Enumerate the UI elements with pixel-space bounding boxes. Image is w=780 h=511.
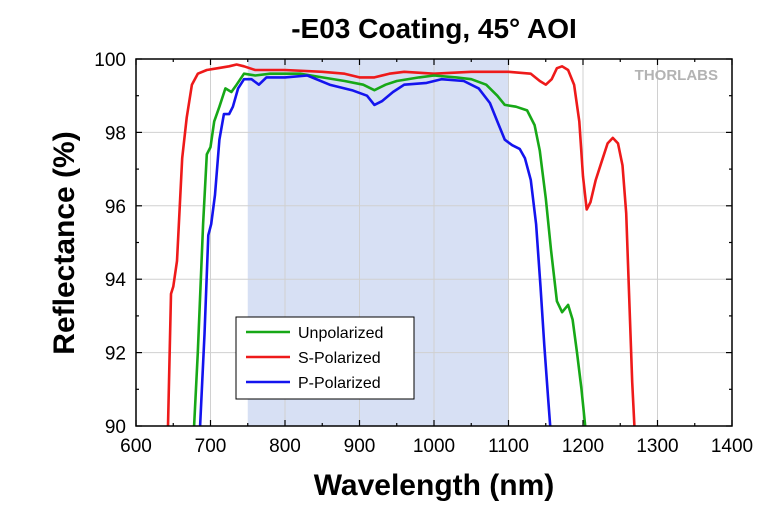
x-tick-label: 1300 <box>636 436 678 457</box>
axis-ticks <box>135 58 733 427</box>
x-tick-labels: 600 700 800 900 1000 1100 1200 1300 1400 <box>120 436 753 457</box>
legend: Unpolarized S-Polarized P-Polarized <box>235 316 415 400</box>
y-tick-label: 92 <box>105 344 126 365</box>
x-tick-label: 1000 <box>413 436 455 457</box>
x-tick-label: 1200 <box>562 436 604 457</box>
legend-label: P-Polarized <box>298 375 381 392</box>
y-tick-label: 90 <box>105 417 126 438</box>
series-line-unpolarized <box>192 72 587 426</box>
grid-lines <box>136 59 732 426</box>
x-tick-label: 800 <box>269 436 301 457</box>
x-tick-label: 600 <box>120 436 152 457</box>
x-tick-label: 900 <box>344 436 376 457</box>
y-tick-label: 100 <box>94 50 126 71</box>
thorlabs-watermark: THORLABS <box>635 67 718 84</box>
y-tick-label: 96 <box>105 197 126 218</box>
series-line-p-polarized <box>198 74 552 426</box>
legend-label: S-Polarized <box>298 350 381 367</box>
y-tick-labels: 90 92 94 96 98 100 <box>94 50 126 438</box>
y-tick-label: 94 <box>105 270 127 291</box>
series-line-s-polarized <box>166 63 636 426</box>
legend-label: Unpolarized <box>298 325 383 342</box>
x-tick-label: 1100 <box>488 436 529 457</box>
x-tick-label: 1400 <box>711 436 753 457</box>
chart-title: -E03 Coating, 45° AOI <box>291 13 577 44</box>
series-layer <box>166 63 636 426</box>
x-axis-label: Wavelength (nm) <box>314 469 555 502</box>
y-axis-label: Reflectance (%) <box>48 131 81 354</box>
y-tick-label: 98 <box>105 123 126 144</box>
x-tick-label: 700 <box>195 436 227 457</box>
